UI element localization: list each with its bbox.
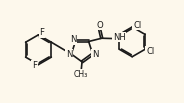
Text: CH₃: CH₃ bbox=[74, 70, 88, 79]
Text: F: F bbox=[32, 61, 37, 70]
Text: N: N bbox=[92, 50, 98, 59]
Text: F: F bbox=[39, 29, 44, 37]
Text: Cl: Cl bbox=[146, 47, 154, 56]
Text: O: O bbox=[96, 21, 103, 30]
Text: Cl: Cl bbox=[133, 21, 141, 30]
Text: NH: NH bbox=[113, 33, 125, 42]
Text: N: N bbox=[66, 50, 72, 59]
Text: N: N bbox=[70, 35, 76, 44]
